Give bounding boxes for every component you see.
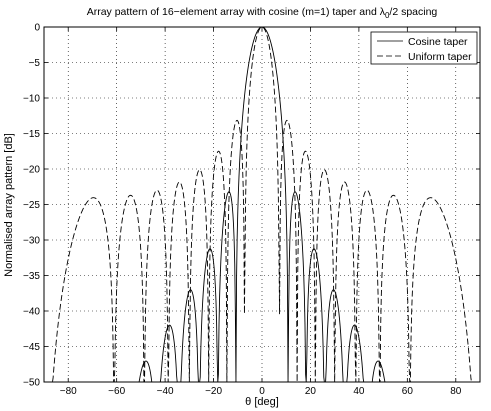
chart-title-suffix: /2 spacing xyxy=(389,6,437,18)
y-tick-label: −25 xyxy=(23,200,40,211)
x-tick-label: 40 xyxy=(353,386,365,397)
axis-ticks: −80 −60 −40 −20 0 20 40 60 80 0 −5 −10 −15 −20 −25 −30 −… xyxy=(23,23,480,397)
y-tick-label: −50 xyxy=(23,378,40,389)
x-tick-label: 80 xyxy=(450,386,462,397)
chart-title: Array pattern of 16−element array with c… xyxy=(87,6,438,20)
x-tick-label: 60 xyxy=(402,386,414,397)
legend-box xyxy=(370,31,478,65)
x-tick-label: 20 xyxy=(305,386,317,397)
series-line-cosine-taper xyxy=(44,27,480,382)
y-tick-label: −10 xyxy=(23,94,40,105)
y-tick-label: −15 xyxy=(23,129,40,140)
y-tick-label: −30 xyxy=(23,236,40,247)
y-tick-label: 0 xyxy=(34,23,40,34)
x-tick-label: −80 xyxy=(60,386,77,397)
x-tick-label: −40 xyxy=(157,386,174,397)
legend-label-cosine: Cosine taper xyxy=(408,36,468,48)
series-line-uniform-taper xyxy=(44,27,480,382)
grid xyxy=(44,26,480,383)
y-tick-label: −20 xyxy=(23,165,40,176)
y-tick-label: −45 xyxy=(23,342,40,353)
y-axis-label: Normalised array pattern [dB] xyxy=(3,133,15,277)
x-tick-label: −20 xyxy=(205,386,222,397)
y-tick-label: −40 xyxy=(23,307,40,318)
chart-title-main: Array pattern of 16−element array with c… xyxy=(87,6,386,18)
y-tick-label: −35 xyxy=(23,271,40,282)
x-tick-label: −60 xyxy=(108,386,125,397)
legend-label-uniform: Uniform taper xyxy=(408,51,472,63)
x-axis-label: θ [deg] xyxy=(245,396,279,408)
x-tick-label: 0 xyxy=(259,386,265,397)
plot-frame xyxy=(43,26,481,383)
legend: Cosine taper Uniform taper xyxy=(370,31,478,65)
chart-title-subscript: 0 xyxy=(385,11,390,20)
series-layer xyxy=(44,27,480,382)
y-tick-label: −5 xyxy=(29,58,41,69)
